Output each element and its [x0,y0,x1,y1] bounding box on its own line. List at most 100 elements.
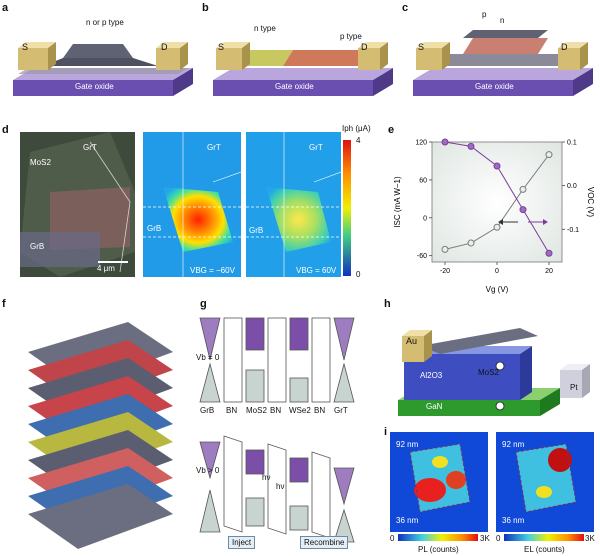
gate-oxide-label-b: Gate oxide [275,82,314,91]
drain-label-b: D [361,42,368,52]
panel-letter-i: i [384,426,388,438]
series-point-1 [441,138,449,146]
gan-label: GaN [426,402,443,411]
layer-label-mos2: MoS2 [246,406,267,415]
drain-label-c: D [561,42,568,52]
grt-label-map2: GrT [309,143,323,152]
series-point-0 [545,151,553,159]
chart-x-axis-label: Vg (V) [486,285,509,294]
n-label-c: n [500,16,505,25]
series-point-1 [519,206,527,214]
series-point-1 [493,162,501,170]
y-left-tick-label: 0 [423,215,427,222]
el-axis-label: EL (counts) [524,545,565,554]
au-label: Au [406,336,418,346]
series-point-1 [545,249,553,257]
photocurrent-map-positive-vbg [246,132,341,277]
grt-label-d: GrT [83,143,97,152]
photon-label-1: hν [262,473,271,482]
device-diagram-c [413,30,593,96]
pl-colorbar [398,534,478,541]
photocurrent-map-negative-vbg [143,132,241,277]
thickness-92nm-pl: 92 nm [396,440,419,449]
el-map-i [496,432,594,532]
x-tick-label: 0 [495,268,499,275]
panel-letter-d: d [2,124,9,136]
chart-y-axis-label-left: ISC (mA W−1) [393,176,402,228]
recombine-label: Recombine [300,536,349,549]
heterostructure-stack-f [28,322,173,549]
colorbar-d [343,140,351,276]
panel-letter-e: e [388,124,395,136]
series-point-0 [493,223,501,231]
optical-image-d [20,132,135,277]
layer-label-bn-2: BN [270,406,282,415]
source-label-b: S [218,42,225,52]
panel-letter-h: h [384,298,391,310]
vb-zero-label: Vb = 0 [196,353,220,362]
grb-label-map2: GrB [249,226,264,235]
y-right-tick-label: -0.1 [567,227,579,234]
thickness-36nm-pl: 36 nm [396,516,419,525]
type-label-a: n or p type [86,18,124,27]
el-colorbar-max: 3K [585,534,595,543]
panel-letter-f: f [2,298,6,310]
colorbar-max-d: 4 [356,136,361,145]
drain-label-a: D [161,42,168,52]
series-point-0 [519,185,527,193]
p-type-label-b: p type [340,32,362,41]
inject-label: Inject [228,536,256,549]
series-point-1 [467,142,475,150]
pt-label: Pt [570,383,578,392]
vb-positive-label: Vb > 0 [196,466,220,475]
photon-label-2: hν [276,482,285,491]
el-colorbar-min: 0 [496,534,501,543]
pl-colorbar-max: 3K [480,534,490,543]
thickness-36nm-el: 36 nm [502,516,525,525]
y-right-tick-label: 0.0 [567,183,577,190]
layer-label-bn-3: BN [314,406,326,415]
right-axis-arrowhead [543,219,548,225]
grb-label-map1: GrB [147,224,162,233]
device-diagram-a [13,42,193,96]
x-tick-label: -20 [440,268,450,275]
series-point-0 [467,239,475,247]
vbg-label-map1: VBG = −60V [190,266,235,275]
mos2-label-d: MoS2 [30,158,51,167]
gate-oxide-label-a: Gate oxide [75,82,114,91]
gate-oxide-label-c: Gate oxide [475,82,514,91]
panel-letter-c: c [402,2,409,14]
thickness-92nm-el: 92 nm [502,440,525,449]
chart-e: -20 0 20 -60 0 60 120 -0.1 0.0 0.1 Vg (V) ISC (mA… [393,138,595,294]
colorbar-min-d: 0 [356,270,361,279]
source-label-a: S [22,42,29,52]
y-left-tick-label: 60 [419,177,427,184]
chart-y-axis-label-right: VOC (V) [586,187,595,218]
mos2-label-h: MoS2 [478,368,499,377]
layer-label-grt: GrT [334,406,348,415]
pl-map-i [390,432,488,532]
p-label-c: p [482,10,487,19]
y-right-tick-label: 0.1 [567,140,577,147]
band-diagram-g [199,317,355,543]
source-label-c: S [418,42,425,52]
led-device-diagram-h [398,328,590,416]
y-left-tick-label: 120 [415,140,427,147]
layer-label-wse2: WSe2 [289,406,311,415]
panel-letter-g: g [200,298,207,310]
pl-colorbar-min: 0 [390,534,395,543]
panel-letter-a: a [2,2,9,14]
scale-bar-label-d: 4 μm [97,264,115,273]
al2o3-label: Al2O3 [420,371,443,380]
panel-letter-b: b [202,2,209,14]
y-left-tick-label: -60 [417,253,427,260]
el-colorbar [504,534,584,541]
series-point-0 [441,245,449,253]
grt-label-map1: GrT [207,143,221,152]
vbg-label-map2: VBG = 60V [296,266,337,275]
left-axis-arrowhead [498,219,503,225]
n-type-label-b: n type [254,24,276,33]
device-diagram-b [213,42,393,96]
chart-plot-area [431,141,563,263]
grb-label-d: GrB [30,242,45,251]
